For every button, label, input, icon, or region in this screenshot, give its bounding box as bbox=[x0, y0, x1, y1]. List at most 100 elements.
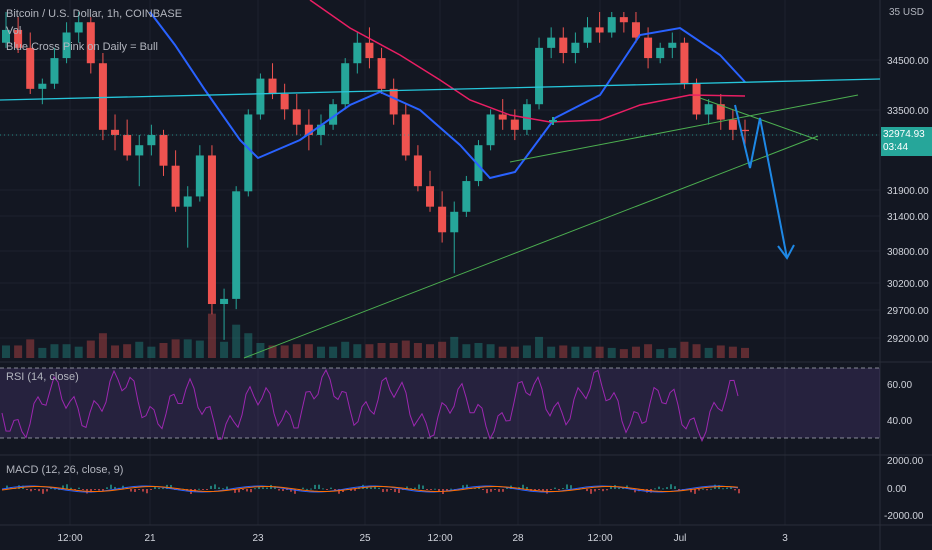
price-tick-label: 34500.00 bbox=[887, 56, 929, 67]
macd-histogram-bar bbox=[378, 487, 380, 489]
volume-bar bbox=[111, 345, 120, 358]
candle-body bbox=[474, 145, 483, 182]
candle-body bbox=[438, 206, 447, 233]
macd-histogram-bar bbox=[66, 484, 68, 489]
macd-histogram-bar bbox=[134, 489, 136, 493]
macd-histogram-bar bbox=[162, 488, 164, 490]
volume-bar bbox=[595, 346, 604, 358]
volume-bar bbox=[183, 339, 192, 358]
macd-histogram-bar bbox=[506, 487, 508, 489]
candle-body bbox=[171, 165, 180, 207]
volume-bar bbox=[377, 343, 386, 358]
candle-body bbox=[220, 298, 229, 305]
candle-body bbox=[195, 155, 204, 197]
macd-histogram-bar bbox=[258, 485, 260, 489]
macd-histogram-bar bbox=[286, 489, 288, 490]
macd-histogram-bar bbox=[526, 486, 528, 489]
rsi-tick-label: 40.00 bbox=[887, 416, 912, 427]
volume-bar bbox=[389, 343, 398, 358]
macd-histogram-bar bbox=[446, 489, 448, 492]
volume-bar bbox=[644, 344, 653, 358]
ma-blue-line bbox=[149, 11, 746, 180]
macd-histogram-bar bbox=[50, 487, 52, 489]
volume-bar bbox=[535, 336, 544, 358]
volume-bar bbox=[2, 345, 10, 358]
volume-bar bbox=[680, 341, 689, 358]
candle-body bbox=[741, 129, 749, 132]
macd-histogram-bar bbox=[318, 484, 320, 489]
macd-histogram-bar bbox=[158, 487, 160, 489]
volume-bar bbox=[329, 346, 338, 358]
macd-histogram-bar bbox=[142, 489, 144, 492]
volume-bar bbox=[450, 336, 459, 358]
macd-histogram-bar bbox=[54, 488, 56, 490]
macd-tick-label: 2000.00 bbox=[887, 456, 924, 467]
macd-histogram-bar bbox=[202, 489, 204, 490]
macd-histogram-bar bbox=[374, 485, 376, 489]
macd-histogram-bar bbox=[706, 489, 708, 491]
macd-histogram-bar bbox=[558, 489, 560, 490]
volume-bar bbox=[631, 346, 640, 358]
macd-histogram-bar bbox=[138, 489, 140, 490]
macd-histogram-bar bbox=[386, 489, 388, 492]
macd-histogram-bar bbox=[146, 489, 148, 494]
candle-body bbox=[353, 42, 362, 64]
rsi-tick-label: 60.00 bbox=[887, 380, 912, 391]
macd-histogram-bar bbox=[434, 488, 436, 490]
volume-bar bbox=[135, 341, 144, 358]
macd-histogram-bar bbox=[70, 487, 72, 489]
price-axis-top: 35 USD bbox=[889, 7, 924, 18]
macd-histogram-bar bbox=[246, 489, 248, 492]
macd-histogram-bar bbox=[18, 485, 20, 489]
candle-body bbox=[14, 29, 23, 48]
volume-bar bbox=[220, 341, 229, 358]
volume-bar bbox=[98, 333, 107, 358]
rsi-line bbox=[1, 368, 739, 443]
macd-histogram-bar bbox=[242, 489, 244, 490]
time-tick-label: Jul bbox=[674, 533, 687, 544]
candle-body bbox=[147, 134, 156, 146]
macd-histogram-bar bbox=[462, 485, 464, 489]
time-tick-label: 25 bbox=[359, 533, 371, 544]
time-tick-label: 3 bbox=[782, 533, 788, 544]
macd-histogram-bar bbox=[334, 489, 336, 491]
macd-histogram-bar bbox=[46, 489, 48, 492]
candle-body bbox=[292, 109, 301, 125]
macd-histogram-bar bbox=[38, 489, 40, 492]
macd-histogram-bar bbox=[654, 488, 656, 490]
candle-body bbox=[535, 47, 544, 105]
macd-histogram-bar bbox=[602, 489, 604, 492]
candle-body bbox=[498, 114, 507, 120]
macd-histogram-bar bbox=[646, 489, 648, 493]
candle-body bbox=[86, 22, 95, 64]
macd-histogram-bar bbox=[214, 484, 216, 489]
volume-bar bbox=[86, 340, 95, 358]
volume-bar bbox=[62, 344, 71, 358]
macd-histogram-bar bbox=[418, 484, 420, 489]
candle-body bbox=[2, 29, 10, 43]
macd-histogram-bar bbox=[62, 485, 64, 489]
candle-body bbox=[329, 104, 338, 125]
macd-histogram-bar bbox=[390, 489, 392, 490]
macd-histogram-bar bbox=[398, 489, 400, 494]
volume-bar bbox=[510, 346, 519, 358]
candle-body bbox=[692, 83, 701, 115]
volume-bar bbox=[316, 346, 325, 358]
macd-histogram-bar bbox=[218, 487, 220, 489]
volume-bar bbox=[474, 343, 483, 358]
macd-histogram-bar bbox=[354, 489, 356, 491]
macd-histogram-bar bbox=[634, 489, 636, 493]
candle-body bbox=[50, 58, 59, 84]
volume-bar bbox=[280, 345, 289, 358]
macd-histogram-bar bbox=[658, 486, 660, 489]
candle-body bbox=[668, 42, 677, 48]
macd-histogram-bar bbox=[474, 487, 476, 489]
macd-histogram-bar bbox=[222, 488, 224, 490]
macd-histogram-bar bbox=[606, 489, 608, 491]
candle-body bbox=[486, 114, 495, 146]
candle-body bbox=[571, 42, 580, 53]
candle-body bbox=[704, 104, 713, 115]
time-tick-label: 23 bbox=[252, 533, 264, 544]
candle-body bbox=[377, 58, 386, 89]
